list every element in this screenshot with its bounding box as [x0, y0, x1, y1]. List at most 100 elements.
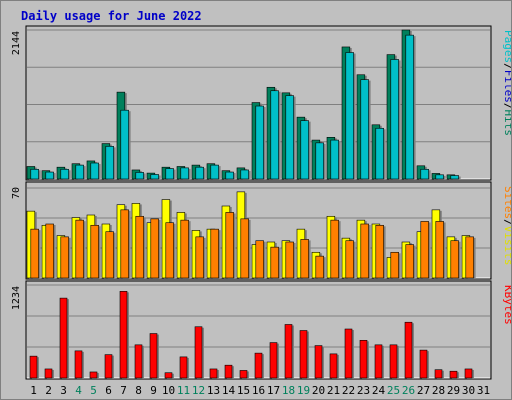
x-tick-label-day-13: 13 [207, 384, 220, 397]
visits-bar-sites-day-30-fill [465, 236, 474, 279]
kbytes-bar-kbytes-day-30-fill [464, 368, 473, 379]
x-axis-labels: 1 2 3 4 5 6 7 8 9 10 11 12 13 14 15 16 17 18 19 20 21 22 23 24 2… [30, 384, 490, 397]
visits-bar-sites-day-18 [285, 241, 296, 279]
visits-bar-sites-day-25 [390, 251, 401, 279]
hits-bar-files-day-6-fill [105, 146, 114, 180]
hits-bar-files-day-27-fill [420, 168, 429, 180]
kbytes-bar-kbytes-day-26 [404, 321, 414, 379]
panel-visits: 70 Sites/Visits [11, 181, 511, 280]
hits-bar-files-day-3-fill [60, 168, 69, 180]
kbytes-bar-kbytes-day-16-fill [254, 352, 263, 379]
visits-bar-sites-day-14 [225, 212, 236, 279]
kbytes-bar-kbytes-day-28 [434, 369, 444, 379]
kbytes-bar-kbytes-day-16 [254, 352, 264, 379]
kbytes-bar-kbytes-day-20-fill [314, 345, 323, 379]
panel-kbytes-bars [29, 291, 474, 379]
visits-bar-sites-day-10 [165, 222, 176, 279]
x-tick-label-day-19: 19 [297, 384, 310, 397]
hits-bar-files-day-18 [285, 95, 296, 180]
x-tick-label-day-14: 14 [222, 384, 236, 397]
kbytes-bar-kbytes-day-7-fill [119, 291, 128, 379]
visits-bar-sites-day-12-fill [195, 236, 204, 279]
kbytes-bar-kbytes-day-15-fill [239, 370, 248, 379]
kbytes-bar-kbytes-day-11-fill [179, 356, 188, 379]
hits-bar-files-day-24 [375, 127, 386, 180]
visits-bar-sites-day-22 [345, 240, 356, 279]
hits-bar-files-day-21 [330, 139, 341, 180]
visits-bar-sites-day-3-fill [60, 236, 69, 279]
visits-bar-sites-day-17-fill [270, 246, 279, 279]
hits-bar-files-day-23 [360, 79, 371, 180]
panel-visits-legend: Sites/Visits [502, 186, 511, 266]
kbytes-bar-kbytes-day-18-fill [284, 324, 293, 379]
x-tick-label-day-23: 23 [357, 384, 370, 397]
visits-bar-sites-day-24 [375, 224, 386, 279]
x-tick-label-day-22: 22 [342, 384, 355, 397]
hits-bar-files-day-5-fill [90, 162, 99, 180]
hits-bar-files-day-25 [390, 59, 401, 181]
kbytes-bar-kbytes-day-10-fill [164, 372, 173, 379]
visits-bar-sites-day-29-fill [450, 240, 459, 279]
kbytes-bar-kbytes-day-4-fill [74, 350, 83, 379]
kbytes-bar-kbytes-day-29-fill [449, 370, 458, 379]
visits-bar-sites-day-24-fill [375, 224, 384, 279]
hits-bar-files-day-28-fill [435, 174, 444, 180]
hits-bar-files-day-8-fill [135, 172, 144, 180]
visits-bar-sites-day-15-fill [240, 218, 249, 279]
panel-visits-ymax-label: 70 [11, 187, 22, 199]
x-tick-label-day-26: 26 [402, 384, 415, 397]
panel-hits-legend-item: Pages [502, 30, 511, 63]
hits-bar-files-day-13 [210, 164, 221, 180]
hits-bar-files-day-2 [45, 171, 56, 180]
visits-bar-sites-day-26 [405, 244, 416, 279]
hits-bar-files-day-11 [180, 167, 191, 180]
x-tick-label-day-15: 15 [237, 384, 250, 397]
visits-bar-sites-day-6 [105, 231, 116, 279]
visits-bar-sites-day-9 [150, 218, 161, 279]
hits-bar-files-day-1-fill [30, 168, 39, 180]
visits-bar-sites-day-28 [435, 221, 446, 279]
hits-bar-files-day-14-fill [225, 171, 234, 180]
hits-bar-files-day-19 [300, 120, 311, 180]
hits-bar-files-day-23-fill [360, 79, 369, 180]
kbytes-bar-kbytes-day-11 [179, 356, 189, 379]
visits-bar-sites-day-25-fill [390, 251, 399, 279]
hits-bar-files-day-20-fill [315, 142, 324, 180]
visits-bar-sites-day-2-fill [45, 223, 54, 279]
hits-bar-files-day-17 [270, 90, 281, 180]
hits-bar-files-day-24-fill [375, 127, 384, 180]
hits-bar-files-day-28 [435, 174, 446, 180]
x-tick-label-day-9: 9 [150, 384, 157, 397]
visits-bar-sites-day-16 [255, 240, 266, 279]
visits-bar-sites-day-8 [135, 215, 146, 279]
visits-bar-sites-day-22-fill [345, 240, 354, 279]
panel-hits-legend-item: Files [502, 70, 511, 103]
hits-bar-files-day-26-fill [405, 34, 414, 180]
kbytes-bar-kbytes-day-17 [269, 342, 279, 379]
kbytes-bar-kbytes-day-1-fill [29, 355, 38, 379]
hits-bar-files-day-5 [90, 162, 101, 180]
panel-visits-legend-item: / [502, 219, 511, 226]
visits-bar-sites-day-19 [300, 239, 311, 279]
panel-hits-legend-item: / [502, 103, 511, 110]
hits-bar-files-day-12 [195, 166, 206, 180]
panel-visits-legend-item: Sites [502, 186, 511, 219]
kbytes-bar-kbytes-day-2-fill [44, 368, 53, 379]
kbytes-bar-kbytes-day-12 [194, 326, 204, 379]
kbytes-bar-kbytes-day-27-fill [419, 349, 428, 379]
hits-bar-files-day-15-fill [240, 169, 249, 180]
hits-bar-files-day-19-fill [300, 120, 309, 180]
visits-bar-sites-day-8-fill [135, 215, 144, 279]
kbytes-bar-kbytes-day-24-fill [374, 344, 383, 379]
hits-bar-files-day-8 [135, 172, 146, 180]
kbytes-bar-kbytes-day-7 [119, 291, 129, 379]
kbytes-bar-kbytes-day-18 [284, 324, 294, 379]
visits-bar-sites-day-6-fill [105, 231, 114, 279]
kbytes-bar-kbytes-day-9 [149, 333, 159, 379]
kbytes-bar-kbytes-day-4 [74, 350, 84, 379]
kbytes-bar-kbytes-day-23-fill [359, 340, 368, 379]
kbytes-bar-kbytes-day-24 [374, 344, 384, 379]
kbytes-bar-kbytes-day-9-fill [149, 333, 158, 379]
kbytes-bar-kbytes-day-14 [224, 364, 234, 379]
x-tick-label-day-30: 30 [462, 384, 475, 397]
